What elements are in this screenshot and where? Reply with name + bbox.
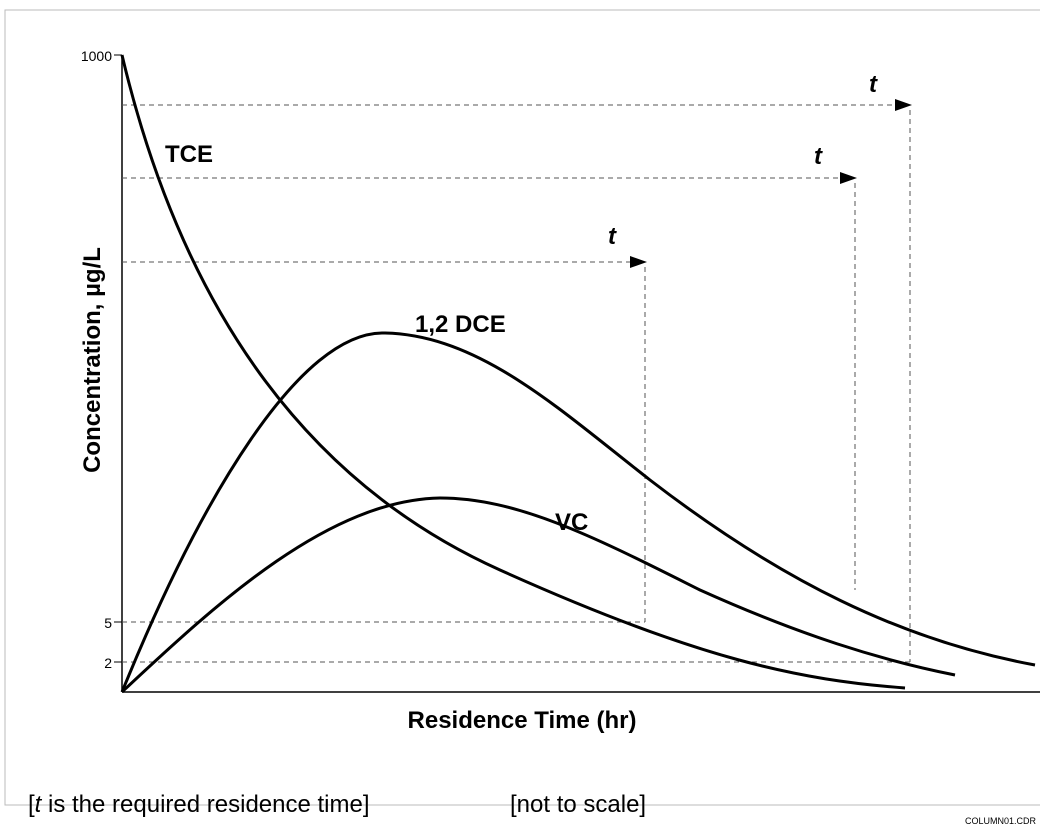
caption-rest: is the required residence time]: [41, 791, 369, 818]
time-label: t: [869, 71, 878, 98]
x-axis-label: Residence Time (hr): [408, 707, 637, 734]
arrow: [840, 172, 857, 184]
frame: [4, 9, 1040, 806]
curve-label: VC: [555, 509, 588, 536]
time-label: t: [608, 223, 617, 250]
guide-line: [122, 261, 646, 622]
arrow: [895, 99, 912, 111]
guide-line: [122, 104, 911, 662]
dce-curve: [120, 331, 1036, 693]
file-label: COLUMN01.CDR: [965, 816, 1037, 826]
curve-label: 1,2 DCE: [415, 311, 506, 338]
time-label: t: [814, 143, 823, 170]
caption: [t is the required residence time]: [28, 791, 370, 818]
guide-line: [122, 621, 910, 663]
tce-curve: [120, 54, 906, 690]
guide-line: [122, 177, 856, 590]
curve-label: TCE: [165, 141, 213, 168]
y-tick-label: 2: [104, 655, 112, 671]
caption-t: t: [35, 791, 43, 818]
caption-note: [not to scale]: [510, 791, 646, 818]
arrow: [630, 256, 647, 268]
y-tick-label: 1000: [81, 48, 112, 64]
y-tick-label: 5: [104, 615, 112, 631]
caption-open: [: [28, 791, 35, 818]
vc-curve: [120, 496, 956, 694]
y-axis-label: Concentration, µg/L: [79, 247, 106, 473]
